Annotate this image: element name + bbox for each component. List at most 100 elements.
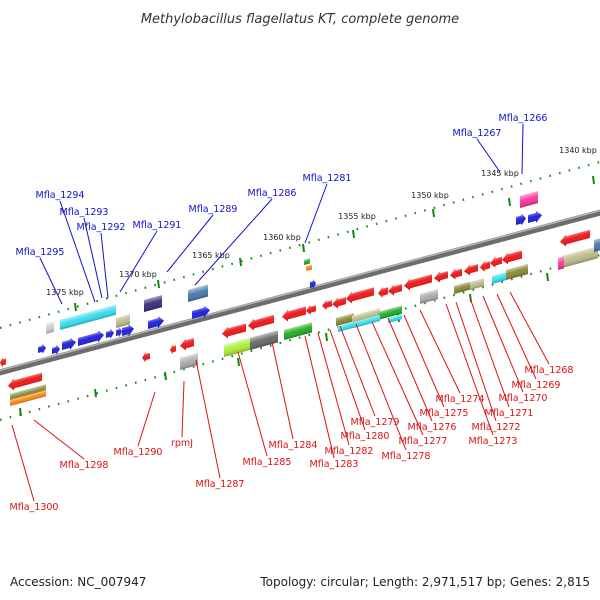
leader-line-mfla-1281 [304, 183, 328, 244]
outer-scale-tick [508, 197, 511, 207]
gene-label-mfla-1294[interactable]: Mfla_1294 [36, 190, 85, 201]
genome-backbone [0, 209, 600, 376]
forward-gene-arrow [148, 316, 164, 329]
cog-feature-block [352, 308, 380, 324]
gene-label-mfla-1289[interactable]: Mfla_1289 [189, 204, 238, 215]
gene-label-mfla-1281[interactable]: Mfla_1281 [303, 173, 352, 184]
gene-label-mfla-1274[interactable]: Mfla_1274 [436, 394, 485, 405]
reverse-gene-arrow [0, 357, 6, 368]
gene-label-mfla-1298[interactable]: Mfla_1298 [60, 460, 109, 471]
gene-label-mfla-1282[interactable]: Mfla_1282 [325, 446, 374, 457]
inner-scale-tick [546, 272, 549, 282]
forward-gene-arrow [116, 327, 122, 338]
cog-feature-block [116, 314, 130, 328]
forward-gene-arrow [78, 330, 104, 346]
gene-label-mfla-1300[interactable]: Mfla_1300 [10, 502, 59, 513]
genome-summary-text: Topology: circular; Length: 2,971,517 bp… [259, 575, 590, 589]
gene-label-mfla-1267[interactable]: Mfla_1267 [453, 128, 502, 139]
gene-label-mfla-1286[interactable]: Mfla_1286 [248, 188, 297, 199]
map-title: Methylobacillus flagellatus KT, complete… [141, 12, 459, 27]
reverse-gene-arrow [434, 271, 448, 283]
cog-feature-block [388, 314, 402, 323]
leader-line-mfla-1285 [237, 351, 268, 457]
gene-label-mfla-1287[interactable]: Mfla_1287 [196, 479, 245, 490]
cog-feature-block [188, 284, 208, 302]
reverse-gene-arrow [180, 338, 194, 351]
gene-features [0, 191, 600, 406]
leader-line-mfla-1274 [419, 309, 461, 394]
gene-label-mfla-1277[interactable]: Mfla_1277 [399, 436, 448, 447]
gene-label-mfla-1291[interactable]: Mfla_1291 [133, 220, 182, 231]
gene-label-mfla-1266[interactable]: Mfla_1266 [499, 113, 548, 124]
inner-scale-tick [94, 388, 97, 398]
reverse-gene-arrow [480, 260, 490, 272]
cog-feature-block [60, 304, 116, 330]
gene-label-mfla-1293[interactable]: Mfla_1293 [60, 207, 109, 218]
leader-line-mfla-1286 [194, 198, 273, 286]
leader-line-mfla-1276 [387, 317, 433, 422]
reverse-gene-arrow [490, 256, 502, 268]
cog-feature-block [562, 246, 598, 268]
cog-feature-block [180, 353, 198, 370]
gene-label-mfla-1292[interactable]: Mfla_1292 [77, 222, 126, 233]
gene-label-mfla-1290[interactable]: Mfla_1290 [114, 447, 163, 458]
forward-gene-arrow [106, 328, 114, 339]
reverse-gene-arrow [8, 372, 42, 391]
gene-label-mfla-1272[interactable]: Mfla_1272 [472, 422, 521, 433]
scale-label-1375-kbp: 1375 kbp [46, 288, 84, 297]
gene-label-mfla-1271[interactable]: Mfla_1271 [485, 408, 534, 419]
reverse-gene-arrow [306, 304, 316, 315]
outer-scale-tick [157, 279, 160, 289]
gene-label-mfla-1275[interactable]: Mfla_1275 [420, 408, 469, 419]
leader-line-mfla-1292 [100, 232, 109, 299]
leader-line-mfla-1280 [329, 329, 366, 431]
gene-label-mfla-1269[interactable]: Mfla_1269 [512, 380, 561, 391]
leader-line-mfla-1278 [355, 323, 407, 451]
inner-scale-dots [0, 253, 600, 422]
gene-label-mfla-1284[interactable]: Mfla_1284 [269, 440, 318, 451]
leader-line-mfla-1269 [496, 293, 537, 380]
gene-label-mfla-1273[interactable]: Mfla_1273 [469, 436, 518, 447]
cog-feature-block [378, 305, 402, 320]
cog-feature-block [454, 281, 470, 294]
gene-label-mfla-1268[interactable]: Mfla_1268 [525, 365, 574, 376]
gene-label-mfla-1278[interactable]: Mfla_1278 [382, 451, 431, 462]
leader-line-mfla-1298 [33, 419, 85, 460]
leader-line-mfla-1295 [39, 257, 63, 305]
leader-line-mfla-1300 [11, 424, 35, 502]
outer-scale-tick [432, 208, 435, 218]
cog-feature-block [520, 191, 538, 208]
leader-line-mfla-1267 [476, 138, 501, 173]
reverse-gene-arrow [560, 229, 590, 247]
inner-scale-tick [237, 357, 240, 367]
outer-scale-dots [0, 160, 600, 330]
cog-feature-block [420, 289, 438, 304]
gene-label-mfla-1283[interactable]: Mfla_1283 [310, 459, 359, 470]
cog-feature-block [10, 384, 46, 402]
gene-label-mfla-1280[interactable]: Mfla_1280 [341, 431, 390, 442]
reverse-gene-arrow [502, 250, 522, 265]
leader-line-mfla-1289 [166, 214, 214, 273]
accession-text: Accession: NC_007947 [10, 575, 146, 589]
gene-label-mfla-1279[interactable]: Mfla_1279 [351, 417, 400, 428]
reverse-gene-arrow [142, 352, 150, 363]
backbone-line [0, 209, 600, 376]
cog-feature-block [354, 314, 380, 328]
cog-feature-block [284, 322, 312, 340]
gene-label-rpmj[interactable]: rpmJ [171, 438, 193, 449]
gene-label-mfla-1285[interactable]: Mfla_1285 [243, 457, 292, 468]
cog-feature-block [10, 390, 46, 406]
leader-line-mfla-1284 [271, 341, 294, 440]
forward-gene-arrow [528, 210, 542, 223]
gene-label-mfla-1295[interactable]: Mfla_1295 [16, 247, 65, 258]
leader-line-mfla-1282 [317, 332, 350, 446]
reverse-gene-arrow [346, 287, 374, 304]
forward-gene-arrow [310, 279, 316, 290]
leader-line-mfla-1279 [339, 325, 376, 417]
inner-scale-tick [19, 407, 22, 417]
gene-label-mfla-1270[interactable]: Mfla_1270 [499, 393, 548, 404]
gene-label-mfla-1276[interactable]: Mfla_1276 [408, 422, 457, 433]
scale-label-1340-kbp: 1340 kbp [559, 146, 597, 155]
leader-line-mfla-1268 [509, 291, 550, 365]
